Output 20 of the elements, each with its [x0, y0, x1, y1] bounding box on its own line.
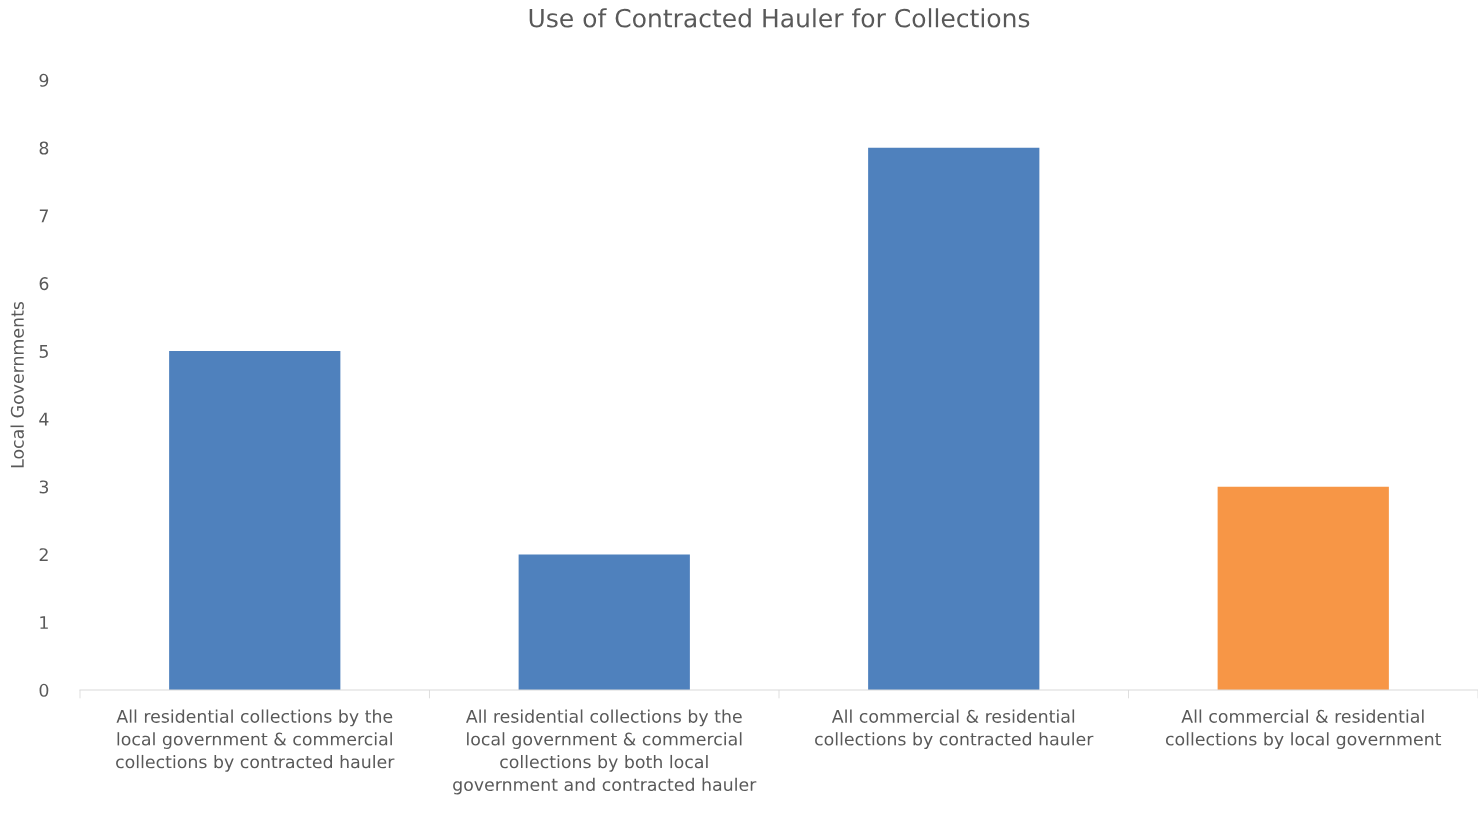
y-axis-title: Local Governments — [10, 301, 24, 468]
y-tick-label: 8 — [39, 141, 49, 155]
x-tick-label: All commercial & residential collections by local government — [1165, 709, 1442, 749]
x-tick-label: All residential collections by the local government & commercial collections by both local government and contracted hauler — [453, 709, 757, 795]
bar — [518, 554, 690, 690]
y-tick-label: 5 — [39, 345, 48, 358]
x-tick-label: All commercial & residential collections by contracted hauler — [815, 709, 1094, 749]
y-tick-label: 3 — [39, 480, 49, 494]
y-tick-label: 2 — [39, 548, 48, 562]
y-tick-label: 6 — [39, 277, 49, 291]
y-tick-label: 1 — [40, 616, 48, 629]
y-tick-label: 9 — [39, 73, 49, 87]
chart-title: Use of Contracted Hauler for Collections — [529, 8, 1030, 28]
y-tick-label: 7 — [39, 209, 48, 223]
bar — [169, 351, 341, 690]
bar — [1217, 486, 1389, 690]
bar — [868, 147, 1040, 690]
y-tick-label: 4 — [39, 412, 49, 426]
x-tick-label: All residential collections by the local government & commercial collections by contracted hauler — [116, 709, 395, 772]
y-tick-label: 0 — [39, 683, 49, 697]
